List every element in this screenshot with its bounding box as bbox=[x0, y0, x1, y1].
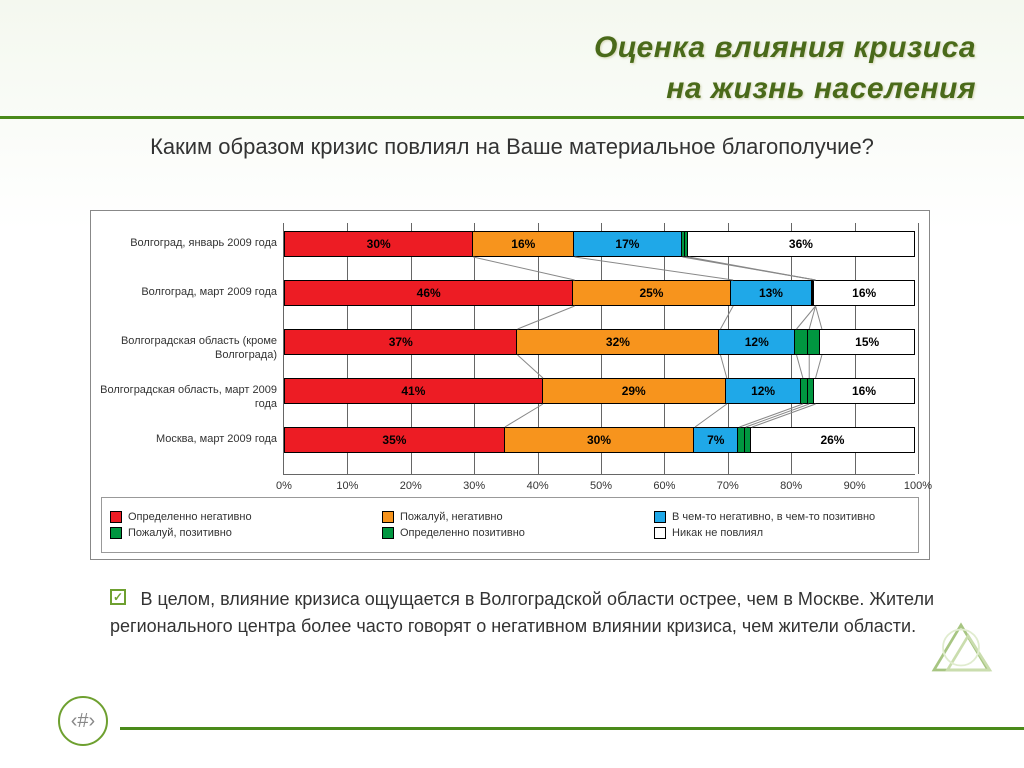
bar-segment: 17% bbox=[574, 231, 681, 257]
bar-row: 41%29%12% 16% bbox=[284, 378, 915, 404]
gridline bbox=[918, 223, 919, 474]
legend-label: В чем-то негативно, в чем-то позитивно bbox=[672, 511, 875, 523]
bar-segment: 16% bbox=[473, 231, 574, 257]
chart-question: Каким образом кризис повлиял на Ваше мат… bbox=[90, 132, 934, 163]
legend-item: Никак не повлиял bbox=[654, 527, 910, 539]
y-axis-label: Волгоградская область, март 2009 года bbox=[97, 383, 277, 412]
bar-segment: 35% bbox=[284, 427, 505, 453]
y-axis-label: Волгоград, январь 2009 года bbox=[97, 236, 277, 250]
x-axis-label: 100% bbox=[904, 480, 932, 492]
bullet-text: В целом, влияние кризиса ощущается в Вол… bbox=[110, 589, 934, 636]
page-number: ‹#› bbox=[71, 710, 95, 733]
chart-legend: Определенно негативно Пожалуй, негативно В… bbox=[101, 497, 919, 553]
legend-label: Определенно негативно bbox=[128, 511, 252, 523]
bar-row: 37%32%12% 15% bbox=[284, 329, 915, 355]
bar-segment: 29% bbox=[543, 378, 726, 404]
bar-segment bbox=[795, 329, 808, 355]
bar-segment: 15% bbox=[820, 329, 915, 355]
page-number-badge: ‹#› bbox=[58, 696, 108, 746]
legend-swatch bbox=[654, 527, 666, 539]
stacked-bar-chart: 0%10%20%30%40%50%60%70%80%90%100%30%16%1… bbox=[90, 210, 930, 560]
x-axis-label: 50% bbox=[590, 480, 612, 492]
corner-decoration-icon bbox=[916, 598, 1006, 688]
x-axis-label: 90% bbox=[844, 480, 866, 492]
bar-row: 35%30%7% 26% bbox=[284, 427, 915, 453]
legend-label: Пожалуй, позитивно bbox=[128, 527, 232, 539]
x-axis-label: 0% bbox=[276, 480, 292, 492]
legend-swatch bbox=[110, 511, 122, 523]
legend-label: Пожалуй, негативно bbox=[400, 511, 503, 523]
x-axis-label: 20% bbox=[400, 480, 422, 492]
title-line-2: на жизнь населения bbox=[594, 69, 976, 110]
x-axis-label: 60% bbox=[653, 480, 675, 492]
bar-segment: 13% bbox=[731, 280, 813, 306]
legend-swatch bbox=[382, 511, 394, 523]
title-line-1: Оценка влияния кризиса bbox=[594, 28, 976, 69]
bar-segment: 16% bbox=[814, 378, 915, 404]
divider-top bbox=[0, 116, 1024, 119]
bar-segment: 30% bbox=[505, 427, 694, 453]
y-axis-label: Москва, март 2009 года bbox=[97, 432, 277, 446]
bar-segment bbox=[808, 329, 821, 355]
bar-segment: 37% bbox=[284, 329, 517, 355]
legend-item: В чем-то негативно, в чем-то позитивно bbox=[654, 511, 910, 523]
y-axis-label: Волгоград, март 2009 года bbox=[97, 285, 277, 299]
legend-item: Определенно негативно bbox=[110, 511, 366, 523]
plot-area: 0%10%20%30%40%50%60%70%80%90%100%30%16%1… bbox=[283, 223, 915, 475]
bar-segment: 30% bbox=[284, 231, 473, 257]
x-axis-label: 30% bbox=[463, 480, 485, 492]
analysis-bullet: ✓ В целом, влияние кризиса ощущается в В… bbox=[110, 586, 964, 640]
bar-segment: 25% bbox=[573, 280, 730, 306]
y-axis-label: Волгоградская область (кроме Волгограда) bbox=[97, 334, 277, 363]
check-icon: ✓ bbox=[110, 589, 126, 605]
bar-segment: 41% bbox=[284, 378, 543, 404]
legend-label: Никак не повлиял bbox=[672, 527, 763, 539]
bar-segment: 12% bbox=[726, 378, 802, 404]
bar-segment: 16% bbox=[814, 280, 915, 306]
legend-swatch bbox=[654, 511, 666, 523]
legend-swatch bbox=[382, 527, 394, 539]
x-axis-label: 10% bbox=[336, 480, 358, 492]
bar-segment: 32% bbox=[517, 329, 719, 355]
legend-item: Пожалуй, позитивно bbox=[110, 527, 366, 539]
x-axis-label: 70% bbox=[717, 480, 739, 492]
bar-segment: 36% bbox=[688, 231, 915, 257]
legend-label: Определенно позитивно bbox=[400, 527, 525, 539]
bar-segment: 7% bbox=[694, 427, 738, 453]
bar-row: 30%16%17% 36% bbox=[284, 231, 915, 257]
legend-item: Пожалуй, негативно bbox=[382, 511, 638, 523]
x-axis-label: 80% bbox=[780, 480, 802, 492]
legend-item: Определенно позитивно bbox=[382, 527, 638, 539]
bar-segment: 26% bbox=[751, 427, 915, 453]
legend-swatch bbox=[110, 527, 122, 539]
bar-row: 46%25%13%16% bbox=[284, 280, 915, 306]
divider-bottom bbox=[120, 727, 1024, 730]
x-axis-label: 40% bbox=[527, 480, 549, 492]
bar-segment: 12% bbox=[719, 329, 795, 355]
page-title: Оценка влияния кризиса на жизнь населени… bbox=[594, 28, 976, 109]
bar-segment: 46% bbox=[284, 280, 573, 306]
